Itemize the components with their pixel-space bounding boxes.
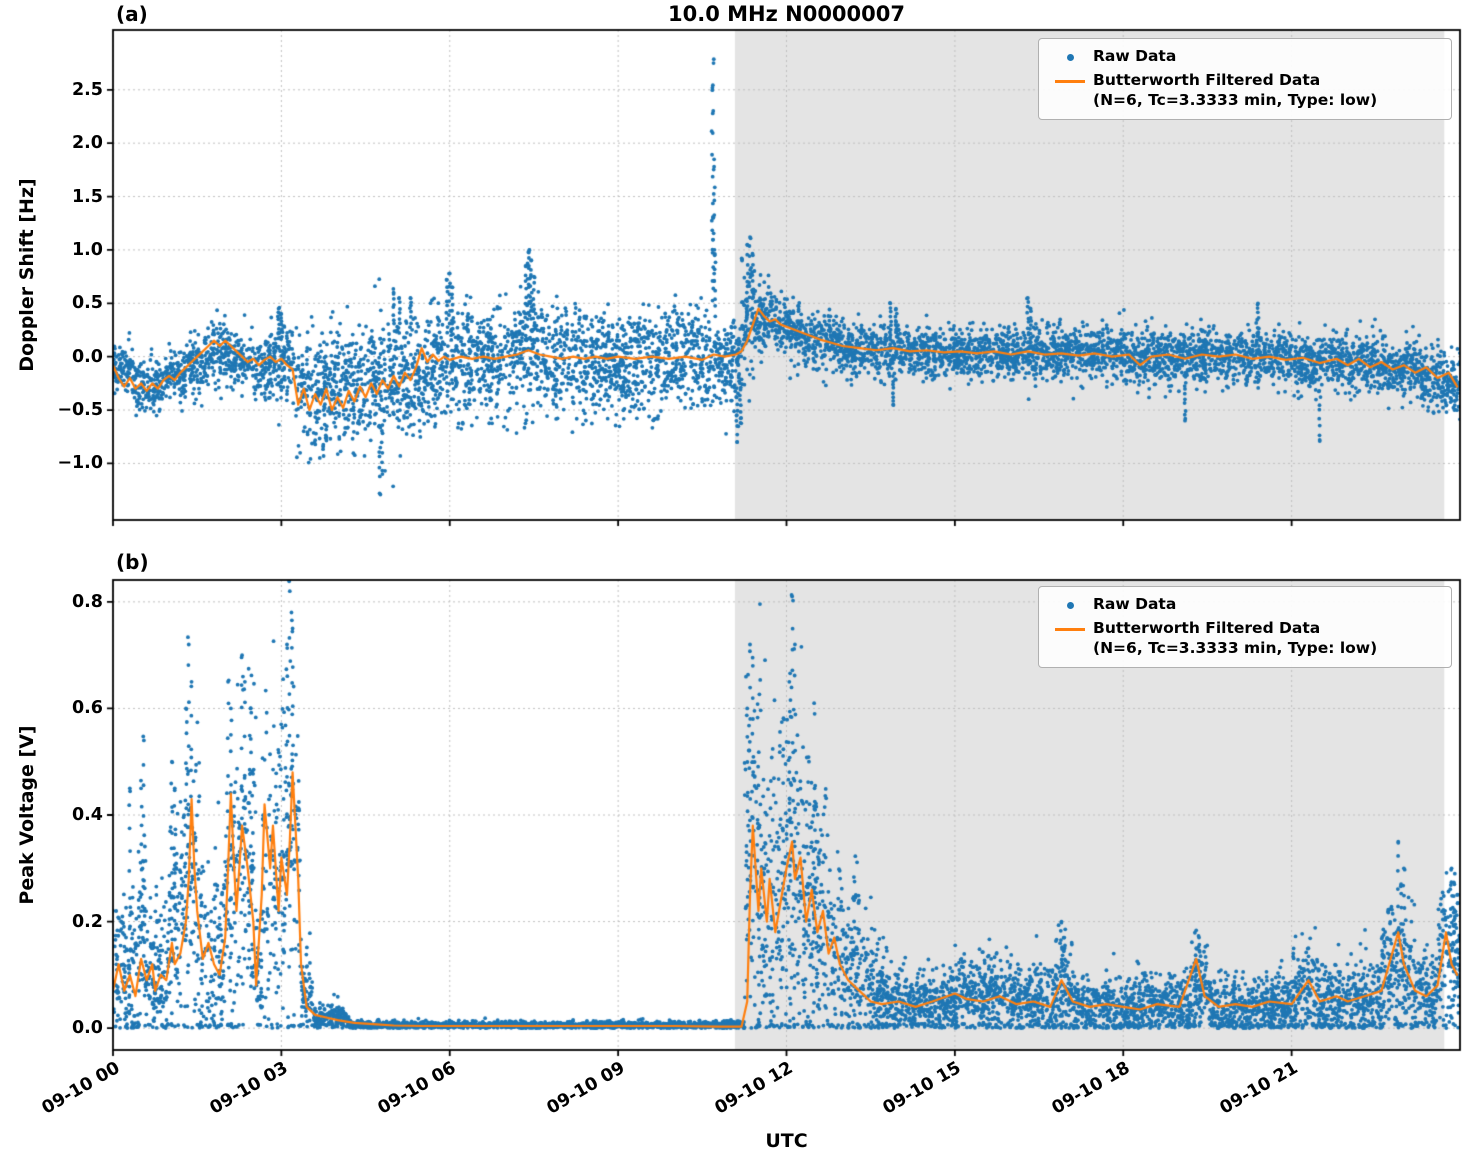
raw-data-marker-icon — [1047, 595, 1093, 615]
y-tick-label: 0.0 — [71, 1018, 103, 1039]
filtered-line-marker-icon — [1047, 619, 1093, 639]
y-tick-label: −0.5 — [57, 400, 103, 421]
legend-filtered-row: Butterworth Filtered Data (N=6, Tc=3.333… — [1047, 71, 1439, 111]
panel-b-label: (b) — [116, 550, 149, 574]
legend-filtered-title: Butterworth Filtered Data — [1093, 619, 1321, 637]
filtered-line-marker-icon — [1047, 71, 1093, 91]
legend-raw-row: Raw Data — [1047, 595, 1439, 615]
y-tick-label: 0.4 — [71, 805, 103, 825]
legend-filtered-label: Butterworth Filtered Data (N=6, Tc=3.333… — [1093, 71, 1377, 111]
y-tick-label: 0.6 — [71, 698, 103, 719]
y-tick-label: 0.8 — [71, 591, 103, 612]
y-tick-label: 0.2 — [71, 911, 103, 932]
y-tick-label: 1.0 — [71, 239, 103, 260]
legend-filtered-title: Butterworth Filtered Data — [1093, 71, 1321, 89]
panel-b-y-axis-label: Peak Voltage [V] — [16, 725, 38, 905]
panel-a-label: (a) — [116, 2, 148, 26]
panel-a-legend: Raw Data Butterworth Filtered Data (N=6,… — [1038, 38, 1452, 120]
legend-raw-label: Raw Data — [1093, 595, 1177, 613]
x-axis-label: UTC — [765, 1130, 808, 1152]
panel-b-legend: Raw Data Butterworth Filtered Data (N=6,… — [1038, 586, 1452, 668]
legend-raw-row: Raw Data — [1047, 47, 1439, 67]
y-tick-label: 1.5 — [71, 186, 103, 207]
raw-data-marker-icon — [1047, 47, 1093, 67]
legend-filtered-row: Butterworth Filtered Data (N=6, Tc=3.333… — [1047, 619, 1439, 659]
y-tick-label: 2.0 — [71, 133, 103, 154]
legend-filtered-params: (N=6, Tc=3.3333 min, Type: low) — [1093, 90, 1378, 109]
chart-title: 10.0 MHz N0000007 — [668, 2, 905, 26]
y-tick-label: 2.5 — [71, 79, 103, 100]
y-tick-label: 0.5 — [71, 293, 103, 314]
legend-filtered-label: Butterworth Filtered Data (N=6, Tc=3.333… — [1093, 619, 1377, 659]
legend-filtered-params: (N=6, Tc=3.3333 min, Type: low) — [1093, 638, 1378, 657]
legend-raw-label: Raw Data — [1093, 47, 1177, 65]
panel-a-y-axis-label: Doppler Shift [Hz] — [16, 178, 38, 372]
y-tick-label: −1.0 — [57, 453, 103, 474]
y-tick-label: 0.0 — [71, 346, 103, 367]
